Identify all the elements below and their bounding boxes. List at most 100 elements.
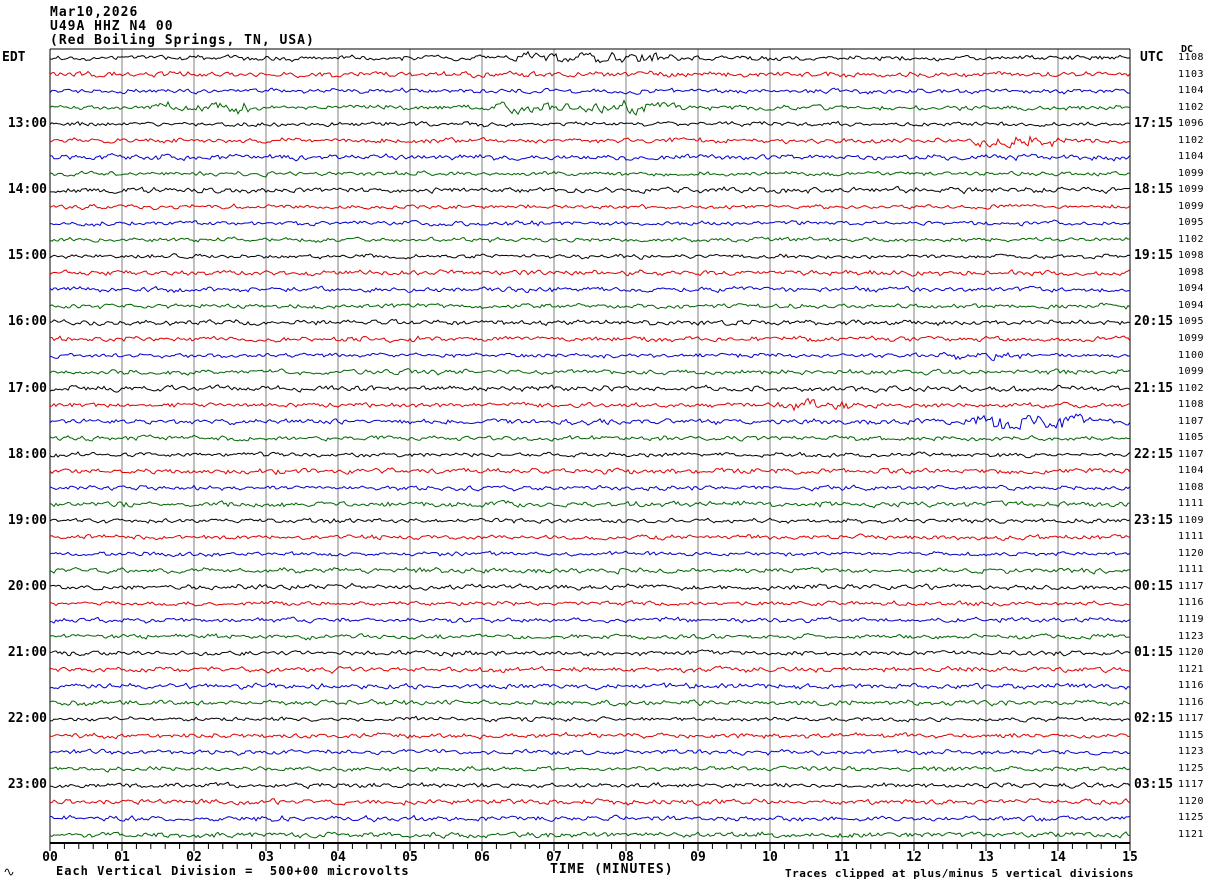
dc-value: 1099	[1178, 366, 1205, 378]
dc-value: 1108	[1178, 52, 1205, 63]
trace-row	[49, 798, 1131, 806]
trace-row	[50, 185, 1131, 195]
x-tick-label: 09	[690, 850, 706, 865]
left-hour-label: 17:00	[7, 380, 47, 396]
dc-value: 1108	[1178, 481, 1205, 493]
dc-value: 1099	[1178, 184, 1205, 196]
trace-row	[49, 765, 1131, 773]
trace-row	[49, 335, 1131, 344]
right-hour-label: 22:15	[1134, 446, 1174, 462]
x-tick-label: 13	[978, 850, 994, 865]
dc-value: 1104	[1178, 151, 1205, 163]
x-tick-label: 12	[906, 850, 922, 865]
trace-row	[49, 467, 1131, 476]
trace-row	[49, 566, 1131, 575]
right-hour-label: 21:15	[1134, 380, 1174, 396]
dc-value: 1100	[1178, 349, 1205, 361]
trace-row	[49, 269, 1131, 277]
trace-row	[49, 698, 1131, 707]
dc-value: 1102	[1178, 233, 1205, 245]
x-tick-label: 04	[330, 850, 346, 865]
dc-value: 1111	[1178, 564, 1205, 576]
left-hour-label: 13:00	[7, 116, 47, 132]
trace-row	[49, 831, 1131, 839]
dc-value: 1104	[1178, 465, 1205, 477]
x-tick-label: 02	[186, 850, 202, 865]
dc-value: 1125	[1178, 762, 1205, 774]
trace-row	[49, 170, 1131, 178]
trace-row	[49, 50, 1131, 64]
trace-row	[49, 649, 1131, 658]
x-tick-label: 07	[546, 850, 562, 865]
dc-value: 1107	[1178, 448, 1205, 460]
trace-row	[49, 781, 1131, 790]
trace-row	[49, 550, 1131, 558]
dc-value: 1102	[1178, 134, 1205, 146]
dc-value: 1125	[1178, 812, 1205, 824]
x-tick-label: 15	[1122, 850, 1138, 865]
dc-value: 1095	[1178, 316, 1205, 328]
x-tick-label: 06	[474, 850, 490, 865]
scale-note: Each Vertical Division = 500+00 microvol…	[56, 864, 410, 878]
trace-row	[49, 413, 1131, 430]
trace-row	[49, 70, 1131, 79]
dc-value: 1121	[1178, 663, 1205, 675]
dc-header: DC	[1181, 44, 1194, 55]
dc-value: 1095	[1178, 217, 1205, 229]
dc-value: 1120	[1178, 795, 1205, 807]
x-tick-label: 11	[834, 850, 850, 865]
left-hour-label: 15:00	[7, 248, 47, 264]
dc-value: 1094	[1178, 299, 1205, 311]
trace-row	[49, 731, 1131, 740]
left-hour-label: 18:00	[7, 446, 47, 462]
left-hour-label: 23:00	[7, 777, 47, 793]
dc-value: 1107	[1178, 415, 1205, 427]
dc-value: 1117	[1178, 779, 1205, 791]
tiny-squiggle-icon	[4, 868, 14, 876]
trace-row	[49, 318, 1131, 327]
x-axis-title: TIME (MINUTES)	[550, 862, 674, 877]
dc-value: 1111	[1178, 498, 1205, 510]
dc-value: 1116	[1178, 680, 1205, 692]
clip-note: Traces clipped at plus/minus 5 vertical …	[785, 867, 1135, 880]
x-tick-label: 05	[402, 850, 418, 865]
dc-value: 1123	[1178, 746, 1205, 758]
dc-value: 1104	[1178, 85, 1205, 97]
trace-row	[49, 285, 1131, 294]
trace-row	[49, 533, 1131, 541]
dc-value: 1098	[1178, 266, 1205, 278]
trace-row	[49, 384, 1131, 393]
edt-header: EDT	[2, 50, 26, 65]
dc-value: 1105	[1178, 432, 1205, 444]
left-hour-label: 14:00	[7, 182, 47, 198]
x-tick-label: 08	[618, 850, 634, 865]
trace-row	[49, 434, 1131, 442]
right-hour-label: 02:15	[1134, 711, 1174, 727]
trace-row	[49, 203, 1131, 211]
trace-row	[49, 517, 1131, 524]
right-hour-label: 17:15	[1134, 116, 1174, 132]
station-location: (Red Boiling Springs, TN, USA)	[50, 33, 315, 48]
dc-value: 1117	[1178, 580, 1205, 592]
right-hour-label: 03:15	[1134, 777, 1174, 793]
right-hour-label: 20:15	[1134, 314, 1174, 330]
trace-row	[49, 600, 1131, 607]
dc-value: 1115	[1178, 729, 1205, 741]
trace-row	[49, 814, 1131, 823]
trace-row	[49, 499, 1131, 509]
dc-value: 1102	[1178, 382, 1205, 394]
trace-row	[49, 120, 1131, 128]
x-tick-label: 14	[1050, 850, 1066, 865]
trace-row	[49, 351, 1131, 362]
x-tick-label: 00	[42, 850, 58, 865]
right-hour-label: 18:15	[1134, 182, 1174, 198]
trace-row	[49, 633, 1131, 641]
dc-value: 1117	[1178, 713, 1205, 725]
trace-row	[49, 616, 1131, 624]
left-hour-label: 16:00	[7, 314, 47, 330]
dc-value: 1099	[1178, 333, 1205, 344]
plot-title-date: Mar10,2026	[50, 5, 139, 20]
trace-row	[49, 748, 1131, 756]
